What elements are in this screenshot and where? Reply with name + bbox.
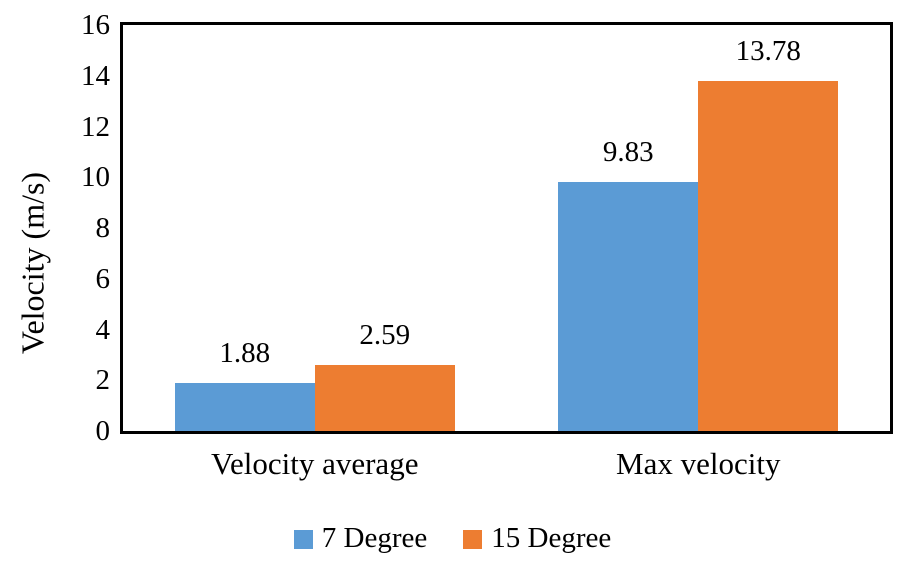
y-tick-label: 16 xyxy=(81,9,110,41)
data-label: 13.78 xyxy=(735,35,801,68)
bar-series1-cat1 xyxy=(174,383,315,431)
legend-item: 15 Degree xyxy=(463,520,611,556)
data-label: 2.59 xyxy=(359,319,411,352)
legend-label: 15 Degree xyxy=(491,522,612,554)
legend-swatch-icon xyxy=(463,529,483,549)
y-tick-label: 8 xyxy=(95,212,111,244)
legend-label: 7 Degree xyxy=(321,522,428,554)
bar-series2-cat1 xyxy=(314,365,455,431)
y-tick-label: 10 xyxy=(81,161,110,194)
legend-swatch-icon xyxy=(293,529,313,549)
category-label: Velocity average xyxy=(211,446,419,481)
y-tick-label: 6 xyxy=(95,262,111,295)
plot-area: 1.88 9.83 2.59 13.78 xyxy=(120,22,893,434)
bar-series2-cat2 xyxy=(698,81,839,431)
y-tick-label: 14 xyxy=(81,59,110,92)
y-tick-label: 12 xyxy=(81,110,110,143)
legend: 7 Degree 15 Degree xyxy=(0,520,905,556)
data-label: 1.88 xyxy=(219,337,271,370)
category-label: Max velocity xyxy=(616,446,781,481)
y-tick-label: 2 xyxy=(95,364,111,397)
legend-item: 7 Degree xyxy=(293,520,428,556)
y-tick-label: 0 xyxy=(95,415,111,447)
y-tick-label: 4 xyxy=(95,313,111,346)
bar-series1-cat2 xyxy=(558,181,699,431)
data-label: 9.83 xyxy=(602,135,654,168)
